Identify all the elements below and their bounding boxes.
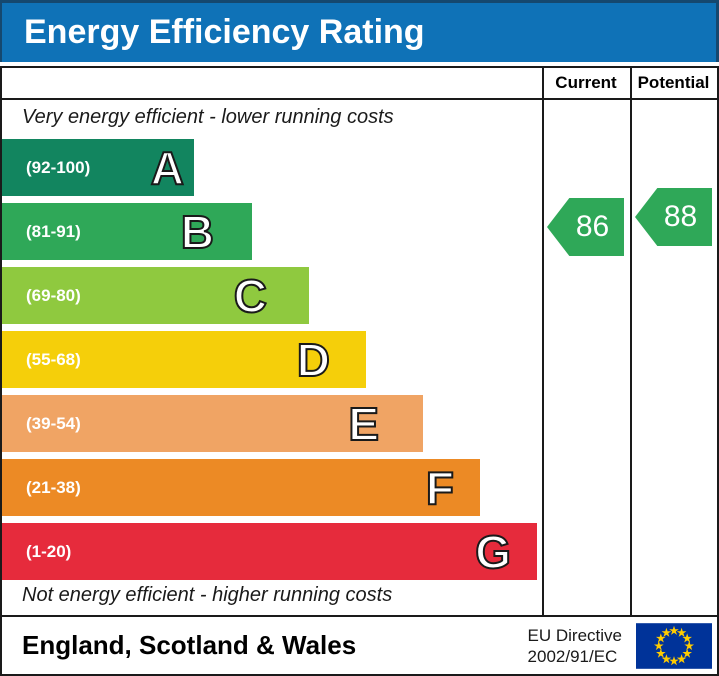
band-letter: C bbox=[233, 269, 268, 322]
eu-flag-icon bbox=[636, 622, 712, 669]
band-row-e: (39-54) E bbox=[2, 395, 423, 452]
band-letter: F bbox=[425, 461, 455, 514]
header-cell-current: Current bbox=[555, 73, 617, 92]
band-range-label: (55-68) bbox=[26, 349, 81, 369]
top-note: Very energy efficient - lower running co… bbox=[22, 106, 394, 128]
band-range-label: (69-80) bbox=[26, 285, 81, 305]
band-range-label: (81-91) bbox=[26, 221, 81, 241]
band-row-c: (69-80) C bbox=[2, 267, 309, 324]
current-rating-value: 86 bbox=[575, 210, 610, 243]
band-row-d: (55-68) D bbox=[2, 331, 366, 388]
header-row: Current Potential bbox=[2, 68, 717, 100]
bottom-note: Not energy efficient - higher running co… bbox=[22, 584, 393, 606]
rating-table: Current Potential Very energy efficient … bbox=[0, 66, 719, 676]
band-letter: G bbox=[474, 525, 512, 578]
band-row-g: (1-20) G bbox=[2, 523, 537, 580]
band-letter: E bbox=[347, 397, 380, 450]
band-row-b: (81-91) B bbox=[2, 203, 252, 260]
band-range-label: (21-38) bbox=[26, 477, 81, 497]
eu-directive-line1: EU Directive bbox=[527, 625, 622, 645]
region-label: England, Scotland & Wales bbox=[22, 630, 357, 660]
eu-directive-label: EU Directive 2002/91/EC bbox=[528, 625, 622, 667]
band-range-label: (92-100) bbox=[26, 157, 91, 177]
title-bar: Energy Efficiency Rating bbox=[0, 0, 719, 62]
band-row-a: (92-100) A bbox=[2, 139, 194, 196]
band-row-f: (21-38) F bbox=[2, 459, 480, 516]
band-letter: A bbox=[150, 141, 185, 194]
page-title: Energy Efficiency Rating bbox=[24, 13, 425, 51]
footer-row: England, Scotland & Wales EU Directive 2… bbox=[2, 615, 717, 674]
band-letter: D bbox=[296, 333, 331, 386]
band-range-label: (1-20) bbox=[26, 541, 72, 561]
eu-directive-line2: 2002/91/EC bbox=[527, 646, 618, 666]
band-letter: B bbox=[180, 205, 215, 258]
header-cell-potential: Potential bbox=[637, 73, 710, 92]
current-rating-arrow: 86 bbox=[547, 198, 624, 256]
potential-rating-value: 88 bbox=[663, 200, 698, 233]
column-divider-current bbox=[542, 68, 544, 617]
band-range-label: (39-54) bbox=[26, 413, 81, 433]
column-divider-potential bbox=[630, 68, 632, 617]
potential-rating-arrow: 88 bbox=[635, 188, 712, 246]
